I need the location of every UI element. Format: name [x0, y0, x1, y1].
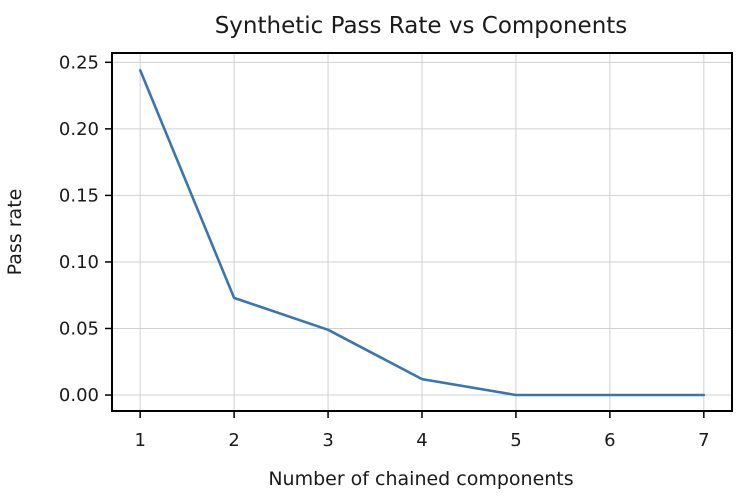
y-tick-label: 0.00 [59, 385, 99, 406]
chart-title: Synthetic Pass Rate vs Components [215, 13, 628, 39]
x-axis-ticks: 1 2 3 4 5 6 7 [134, 411, 710, 451]
x-tick-label: 7 [698, 430, 709, 451]
y-axis-label: Pass rate [4, 189, 26, 276]
x-tick-label: 6 [604, 430, 615, 451]
x-axis-label: Number of chained components [268, 468, 573, 490]
x-tick-label: 4 [416, 430, 427, 451]
y-tick-label: 0.25 [59, 52, 99, 73]
y-tick-label: 0.20 [59, 119, 99, 140]
x-tick-label: 1 [134, 430, 145, 451]
x-tick-label: 2 [228, 430, 239, 451]
y-axis-ticks: 0.00 0.05 0.10 0.15 0.20 0.25 [59, 52, 112, 406]
grid [112, 53, 732, 411]
y-tick-label: 0.05 [59, 318, 99, 339]
y-tick-label: 0.10 [59, 252, 99, 273]
series-layer [138, 69, 706, 397]
x-tick-label: 5 [510, 430, 521, 451]
y-tick-label: 0.15 [59, 185, 99, 206]
series-line-0 [138, 69, 706, 397]
x-tick-label: 3 [322, 430, 333, 451]
